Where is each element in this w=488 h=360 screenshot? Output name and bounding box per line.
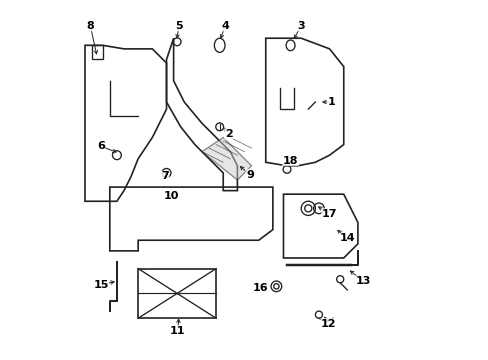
Text: 18: 18 [282,156,298,166]
Text: 14: 14 [339,234,354,243]
Text: 9: 9 [245,170,253,180]
Polygon shape [202,138,251,180]
Text: 8: 8 [86,21,94,31]
Text: 13: 13 [355,276,370,286]
Text: 1: 1 [327,97,335,107]
Text: 4: 4 [221,21,228,31]
Text: 7: 7 [161,171,168,181]
Bar [138,269,216,318]
Text: 6: 6 [97,141,104,151]
Text: 16: 16 [252,283,268,293]
Text: 17: 17 [321,209,337,219]
Text: 2: 2 [224,129,232,139]
Text: 5: 5 [175,21,183,31]
Text: 12: 12 [321,319,336,329]
Text: 11: 11 [170,326,185,336]
Text: 3: 3 [297,21,305,31]
Bar [92,45,102,59]
Text: 10: 10 [164,191,179,201]
Text: 15: 15 [93,280,108,289]
